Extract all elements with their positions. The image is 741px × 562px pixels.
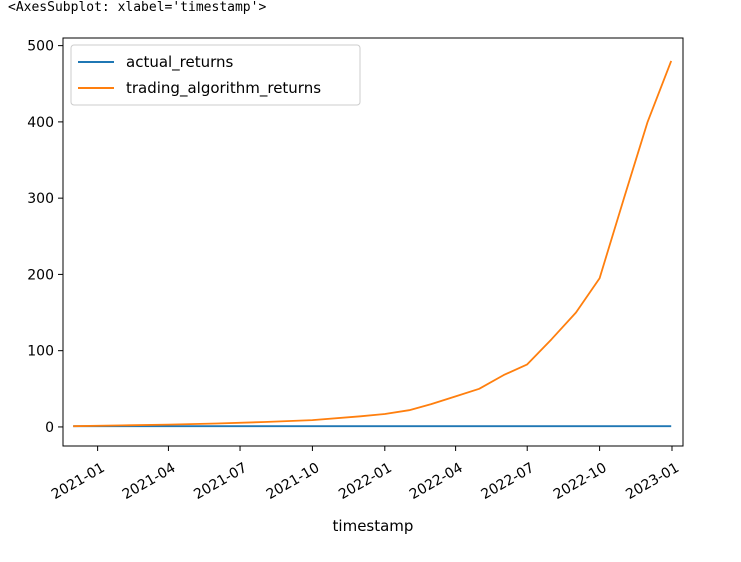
x-tick-label: 2021-07 [191,460,250,503]
output-repr: <AxesSubplot: xlabel='timestamp'> [8,0,267,15]
x-tick-label: 2023-01 [623,460,682,503]
y-axis: 0 100 200 300 400 500 [27,39,63,436]
x-tick-label: 2022-01 [336,460,395,503]
y-tick-label: 500 [27,39,54,55]
series-lines [73,60,673,428]
y-tick-label: 400 [27,115,54,131]
y-tick-label: 0 [45,420,54,436]
legend-label: actual_returns [126,53,234,72]
x-tick-label: 2021-01 [49,460,108,503]
x-tick-label: 2021-10 [264,460,323,503]
x-axis-title: timestamp [333,517,414,535]
legend-box [70,44,361,106]
x-tick-label: 2022-07 [479,460,538,503]
legend-label: trading_algorithm_returns [126,79,321,98]
x-tick-label: 2021-04 [120,460,179,503]
y-tick-label: 200 [27,267,54,283]
legend: actual_returns trading_algorithm_returns [70,44,361,106]
plot-area [62,37,684,447]
series-line-trading-algorithm-returns [73,60,673,428]
x-tick-label: 2022-04 [407,460,466,503]
y-tick-label: 100 [27,344,54,360]
x-axis: 2021-01 2021-04 2021-07 2021-10 2022-01 2022-… [49,446,682,503]
x-tick-label: 2022-10 [551,460,610,503]
y-tick-label: 300 [27,191,54,207]
